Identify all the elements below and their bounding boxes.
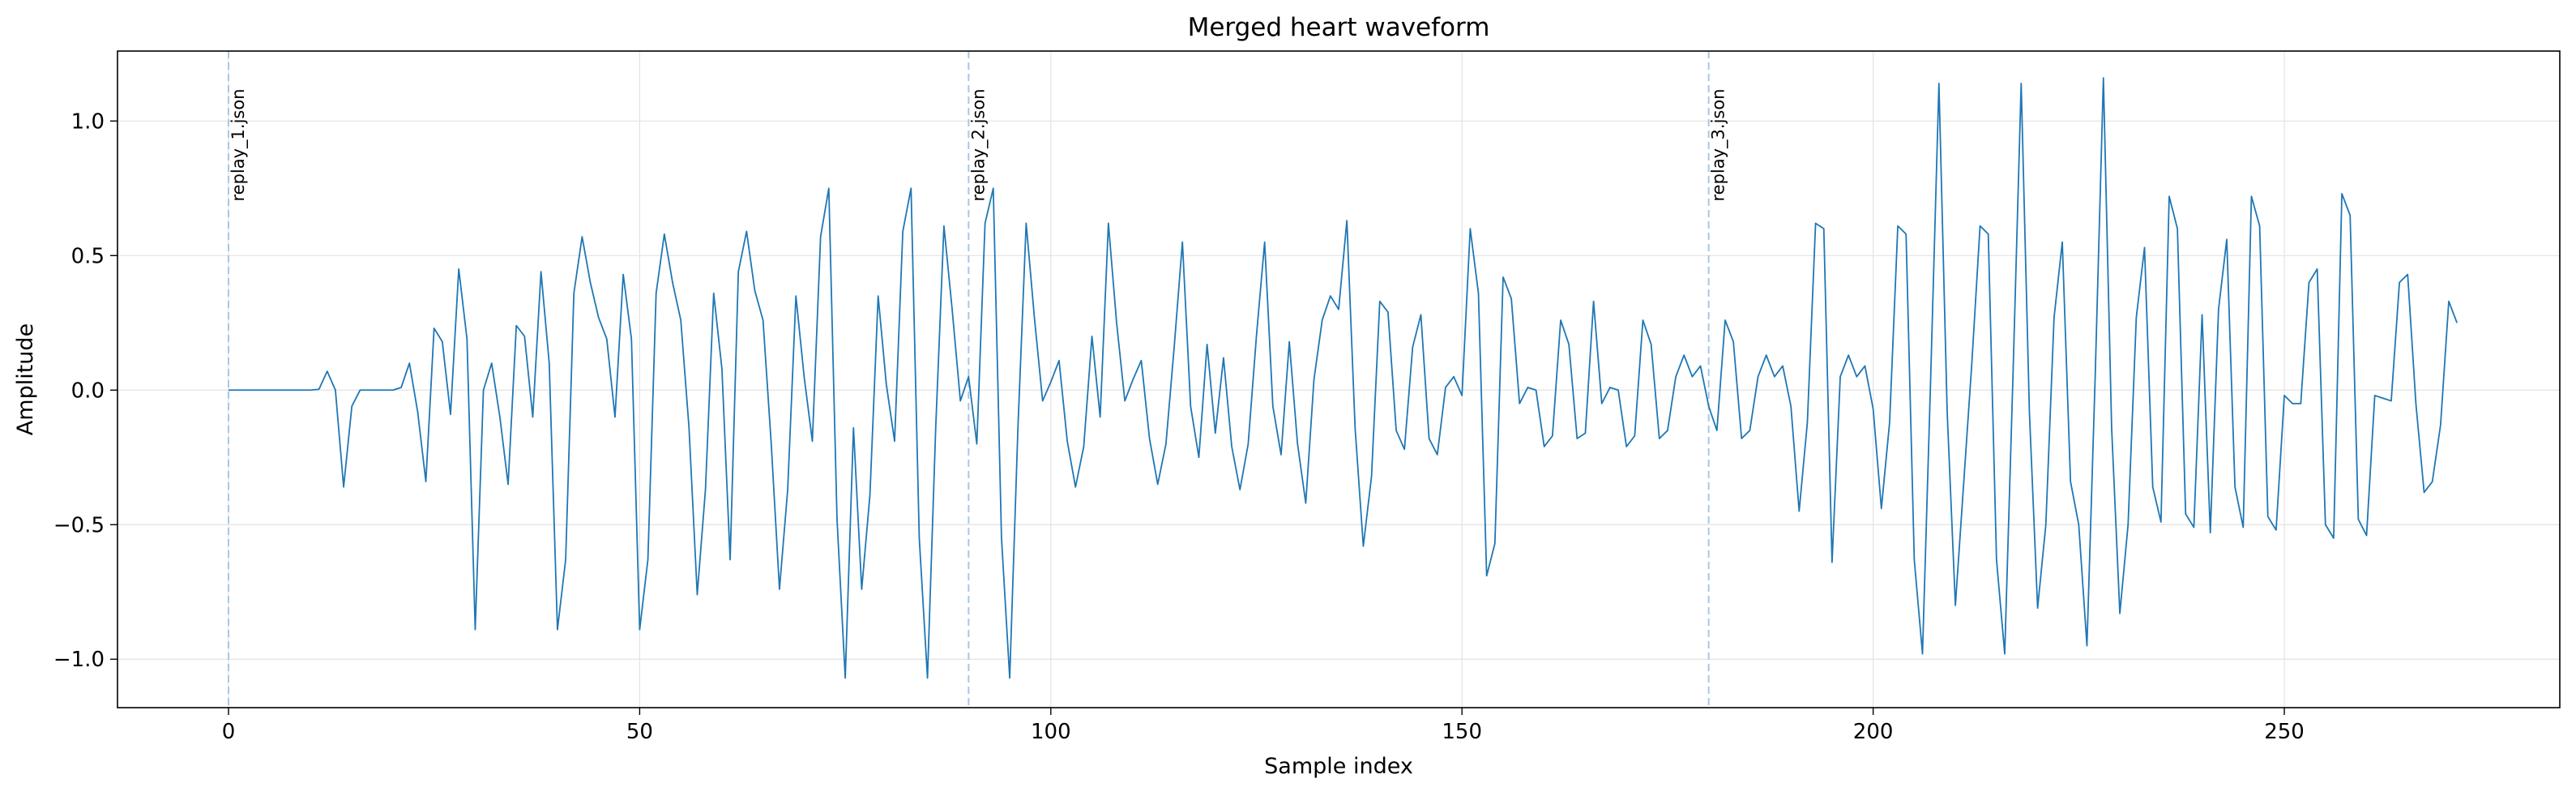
file-marker-label: replay_2.json — [968, 88, 989, 201]
file-marker-label: replay_3.json — [1709, 88, 1729, 201]
y-axis-title: Amplitude — [13, 323, 38, 435]
y-tick-label: −1.0 — [53, 648, 105, 672]
x-axis-title: Sample index — [1264, 754, 1413, 779]
x-tick-label: 150 — [1442, 720, 1482, 744]
chart-title: Merged heart waveform — [1188, 13, 1490, 42]
plot-background — [117, 51, 2560, 708]
x-tick-label: 200 — [1853, 720, 1894, 744]
y-tick-label: 0.5 — [71, 244, 105, 268]
waveform-line — [229, 77, 2458, 679]
plot-frame — [117, 50, 2561, 708]
file-marker-label: replay_1.json — [229, 88, 249, 201]
x-tick-label: 250 — [2264, 720, 2305, 744]
y-axis-ticks: −1.0 −0.5 0.0 0.5 1.0 — [53, 109, 117, 672]
x-tick-label: 50 — [626, 720, 653, 744]
x-axis-ticks: 0 50 100 150 200 250 — [222, 708, 2305, 744]
y-tick-label: 0.0 — [71, 379, 105, 403]
y-tick-label: −0.5 — [53, 513, 105, 537]
file-markers: replay_1.json replay_2.json replay_3.json — [228, 51, 1729, 708]
y-tick-label: 1.0 — [71, 109, 105, 134]
x-tick-label: 100 — [1031, 720, 1071, 744]
grid-lines-y — [117, 120, 2560, 660]
x-tick-label: 0 — [222, 720, 236, 744]
